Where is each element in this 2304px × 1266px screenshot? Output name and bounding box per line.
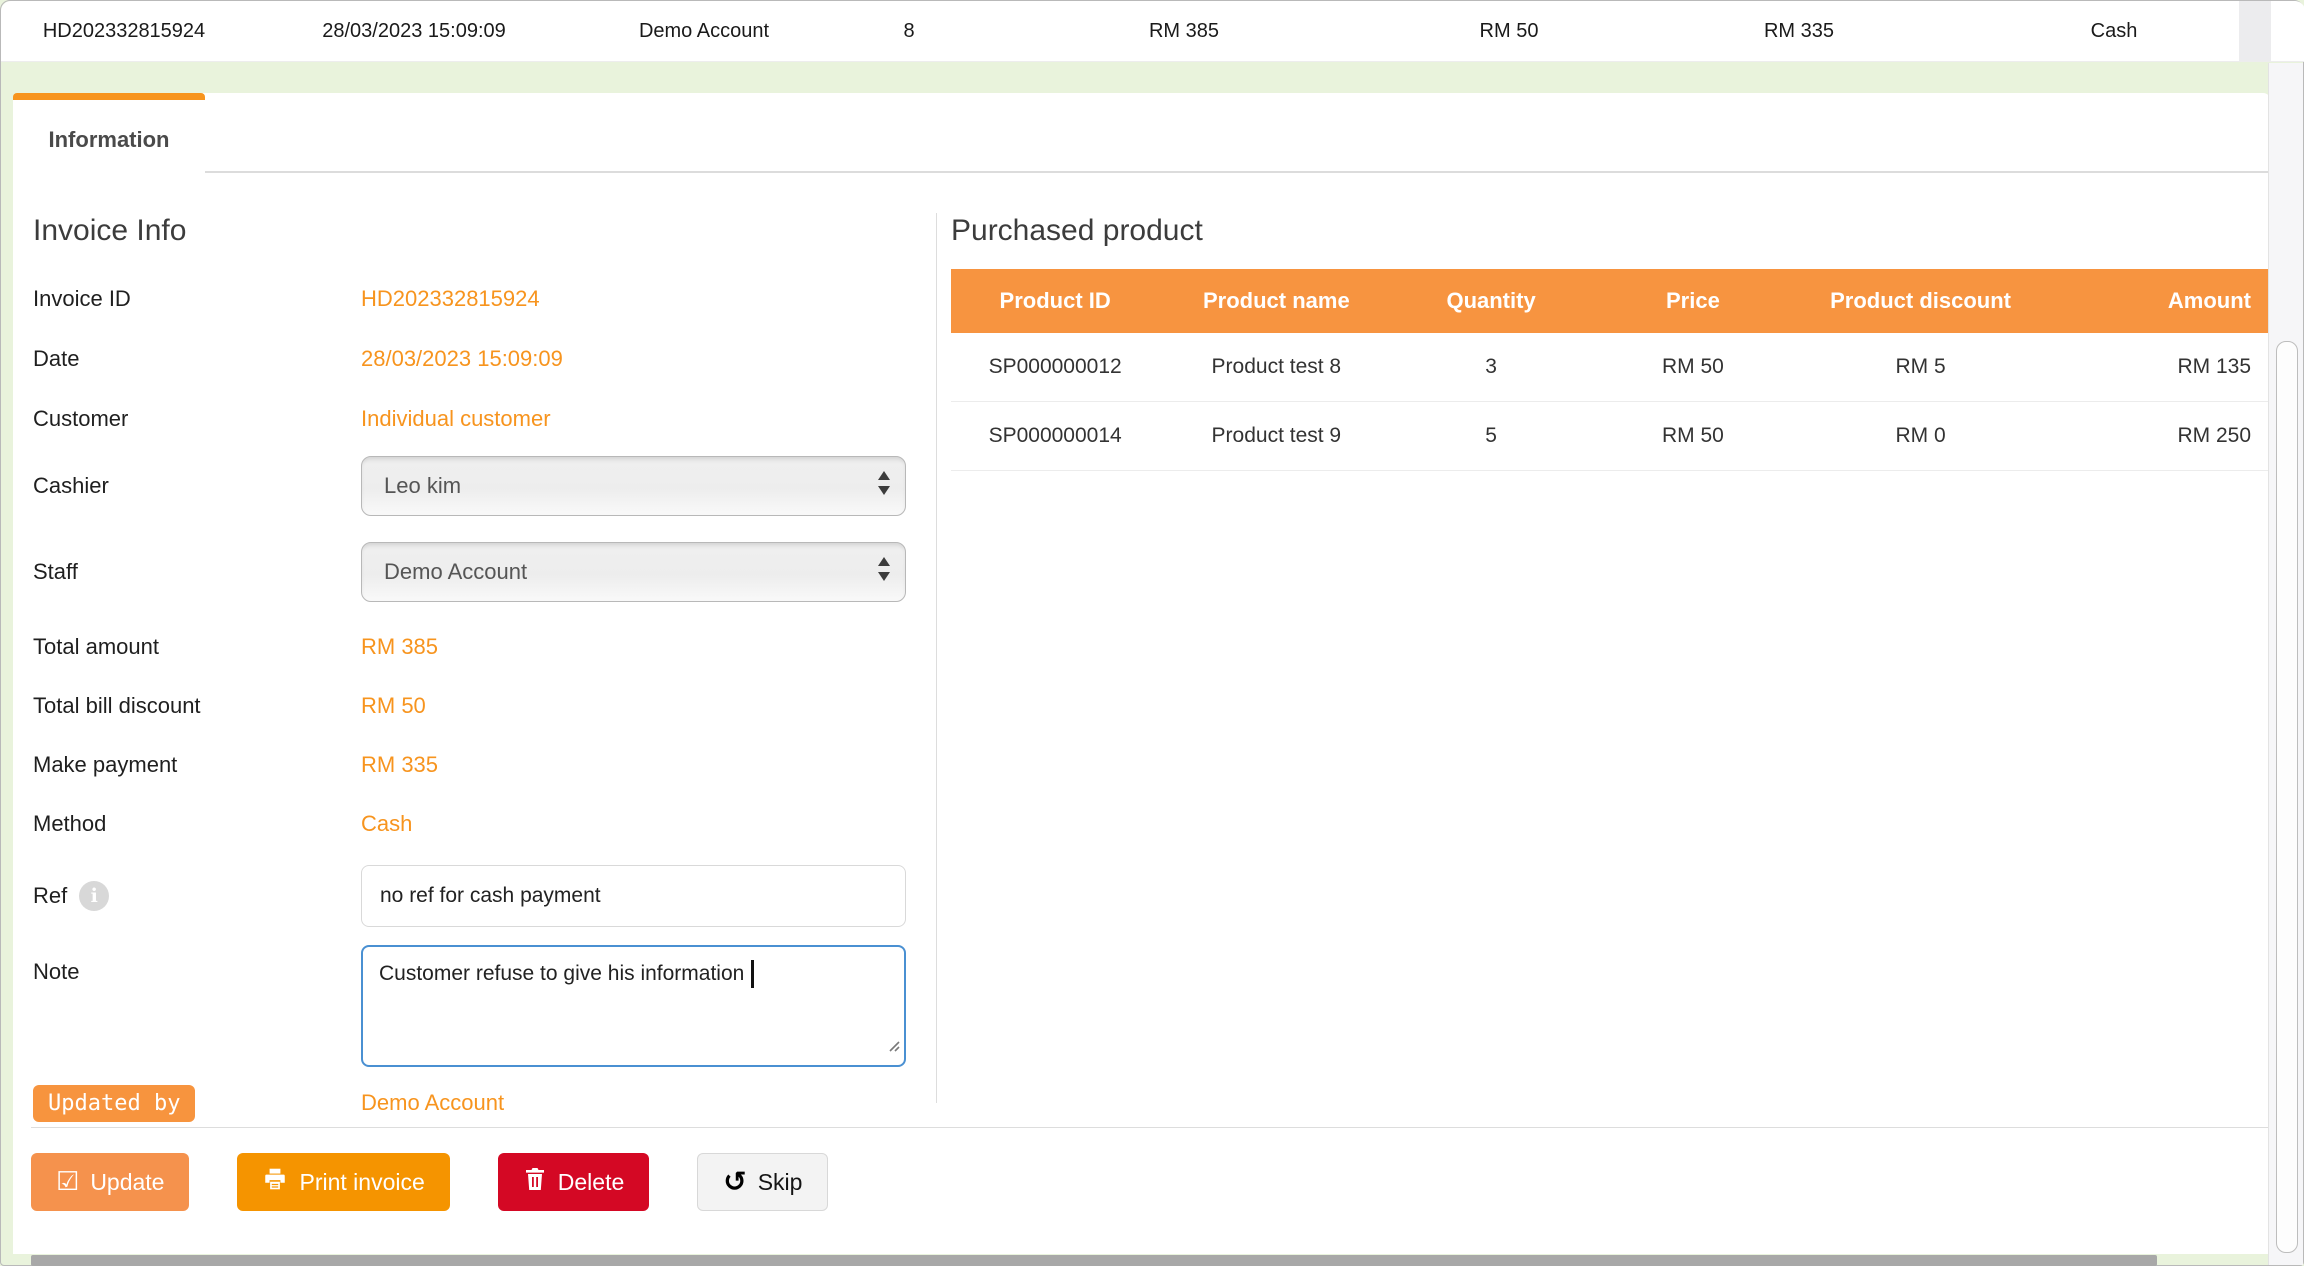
invoice-discount-cell: RM 50: [1479, 19, 1539, 42]
col-quantity: Quantity: [1393, 269, 1589, 333]
invoice-id-value: HD202332815924: [361, 286, 540, 311]
update-button[interactable]: ☑ Update: [31, 1153, 190, 1211]
field-date: Date 28/03/2023 15:09:09: [33, 329, 921, 389]
updated-by-badge: Updated by: [33, 1084, 196, 1122]
ref-input[interactable]: [361, 865, 906, 927]
cell-amount: RM 135: [2044, 333, 2269, 402]
vertical-scrollbar-thumb[interactable]: [2276, 341, 2298, 1253]
cell-product-discount: RM 0: [1797, 401, 2045, 471]
note-textarea[interactable]: Customer refuse to give his information: [361, 945, 906, 1067]
text-caret: [751, 960, 754, 989]
note-text: Customer refuse to give his information: [379, 962, 745, 985]
invoice-date-cell: 28/03/2023 15:09:09: [322, 19, 506, 42]
cashier-select-value: Leo kim: [384, 473, 462, 498]
field-customer: Customer Individual customer: [33, 389, 921, 449]
col-price: Price: [1588, 269, 1798, 333]
panel-divider: [936, 213, 937, 1103]
staff-label: Staff: [33, 559, 78, 584]
updated-by-value: Demo Account: [361, 1090, 505, 1115]
resize-grip-icon[interactable]: [886, 1031, 900, 1061]
invoice-id-cell: HD202332815924: [42, 19, 206, 42]
tabbar-divider: [205, 171, 2271, 173]
invoice-staff-cell: Demo Account: [638, 19, 770, 42]
select-stepper-icon: [877, 556, 891, 588]
cell-amount: RM 250: [2044, 401, 2269, 471]
cashier-label: Cashier: [33, 473, 109, 498]
col-product-name: Product name: [1159, 269, 1394, 333]
invoice-info-title: Invoice Info: [33, 214, 187, 247]
invoice-detail-card: Information Invoice Info Invoice ID HD20…: [13, 93, 2271, 1254]
printer-icon: [262, 1166, 288, 1198]
cashier-select[interactable]: Leo kim: [361, 456, 906, 516]
tab-information-label: Information: [48, 127, 170, 152]
cell-product-discount: RM 5: [1797, 333, 2045, 402]
note-label: Note: [33, 959, 80, 984]
purchased-product-panel: Purchased product Product ID Product nam…: [951, 209, 2269, 471]
field-updated-by: Updated by Demo Account: [33, 1083, 921, 1123]
table-row: SP000000014 Product test 9 5 RM 50 RM 0 …: [951, 401, 2269, 471]
horizontal-scrollbar-thumb[interactable]: [31, 1255, 2157, 1266]
method-label: Method: [33, 810, 107, 836]
vertical-scrollbar-track[interactable]: [2268, 63, 2303, 1265]
col-product-discount: Product discount: [1797, 269, 2045, 333]
customer-value: Individual customer: [361, 406, 551, 431]
make-payment-label: Make payment: [33, 751, 178, 777]
field-total-amount: Total amount RM 385: [33, 617, 921, 676]
cell-product-id: SP000000014: [951, 401, 1160, 471]
delete-button[interactable]: Delete: [497, 1153, 650, 1211]
tab-information[interactable]: Information: [13, 93, 205, 180]
print-invoice-button[interactable]: Print invoice: [237, 1153, 450, 1211]
staff-select[interactable]: Demo Account: [361, 542, 906, 602]
table-row: SP000000012 Product test 8 3 RM 50 RM 5 …: [951, 333, 2269, 402]
cell-quantity: 3: [1393, 333, 1589, 402]
col-product-id: Product ID: [951, 269, 1160, 333]
select-stepper-icon: [877, 470, 891, 502]
ref-info-icon[interactable]: i: [79, 881, 110, 911]
action-button-row: ☑ Update Print invoice Delete ↺ Skip: [31, 1153, 829, 1211]
field-method: Method Cash: [33, 794, 921, 853]
field-cashier: Cashier Leo kim: [33, 455, 921, 517]
invoice-total-cell: RM 385: [1148, 19, 1220, 42]
field-total-bill-discount: Total bill discount RM 50: [33, 676, 921, 735]
invoice-payment-cell: RM 335: [1763, 19, 1835, 42]
customer-label: Customer: [33, 406, 129, 431]
invoice-method-cell: Cash: [2090, 19, 2138, 42]
cell-quantity: 5: [1393, 401, 1589, 471]
total-bill-discount-value: RM 50: [361, 692, 426, 718]
ref-label: Ref: [33, 883, 68, 908]
field-ref: Ref i: [33, 863, 921, 929]
cell-price: RM 50: [1588, 401, 1798, 471]
invoice-info-panel: Invoice Info Invoice ID HD202332815924 D…: [33, 209, 921, 1123]
date-value: 28/03/2023 15:09:09: [361, 346, 563, 371]
col-amount: Amount: [2044, 269, 2269, 333]
total-amount-label: Total amount: [33, 633, 159, 659]
staff-select-value: Demo Account: [384, 559, 528, 584]
invoice-id-label: Invoice ID: [33, 286, 131, 311]
undo-icon: ↺: [723, 1165, 747, 1198]
total-amount-value: RM 385: [361, 633, 439, 659]
total-bill-discount-label: Total bill discount: [33, 692, 201, 718]
make-payment-value: RM 335: [361, 751, 439, 777]
purchased-product-table: Product ID Product name Quantity Price P…: [951, 269, 2269, 471]
skip-button[interactable]: ↺ Skip: [697, 1153, 829, 1211]
date-label: Date: [33, 346, 80, 371]
trash-icon: [523, 1166, 547, 1198]
invoice-quantity-cell: 8: [903, 19, 915, 42]
cell-product-id: SP000000012: [951, 333, 1160, 402]
field-note: Note Customer refuse to give his informa…: [33, 945, 921, 1067]
footer-divider: [31, 1127, 2269, 1128]
field-staff: Staff Demo Account: [33, 541, 921, 603]
field-invoice-id: Invoice ID HD202332815924: [33, 269, 921, 329]
table-header-row: Product ID Product name Quantity Price P…: [951, 269, 2269, 333]
field-make-payment: Make payment RM 335: [33, 735, 921, 794]
check-square-icon: ☑: [56, 1167, 80, 1197]
selected-invoice-row[interactable]: HD202332815924 28/03/2023 15:09:09 Demo …: [1, 1, 2304, 62]
cell-product-name: Product test 8: [1159, 333, 1394, 402]
top-row-scrollbar-corner: [2239, 1, 2271, 61]
cell-product-name: Product test 9: [1159, 401, 1394, 471]
method-value: Cash: [361, 810, 413, 836]
cell-price: RM 50: [1588, 333, 1798, 402]
purchased-product-title: Purchased product: [951, 214, 1203, 247]
